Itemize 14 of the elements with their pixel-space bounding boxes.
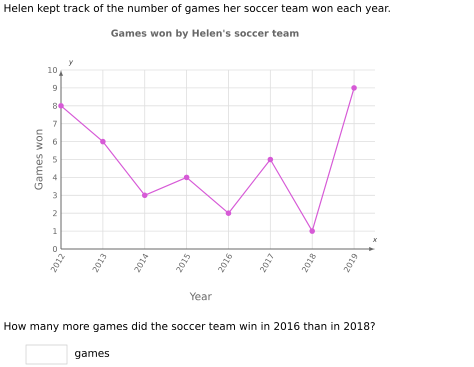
- x-axis-title: Year: [190, 292, 212, 300]
- point: [226, 210, 232, 216]
- point: [309, 228, 315, 234]
- point: [268, 156, 274, 162]
- text: How many more games did the soccer team win in 2016 than in 2018?: [4, 322, 375, 332]
- point: [351, 85, 357, 91]
- point: [100, 138, 106, 144]
- point: [184, 174, 190, 180]
- text: games: [75, 350, 110, 360]
- text: Helen kept track of the number of games her soccer team won each year.: [4, 4, 390, 14]
- point: [58, 103, 64, 109]
- chart-title: Games won by Helen's soccer team: [111, 29, 298, 39]
- y-axis-title: Games won: [34, 130, 42, 190]
- point: [142, 192, 148, 198]
